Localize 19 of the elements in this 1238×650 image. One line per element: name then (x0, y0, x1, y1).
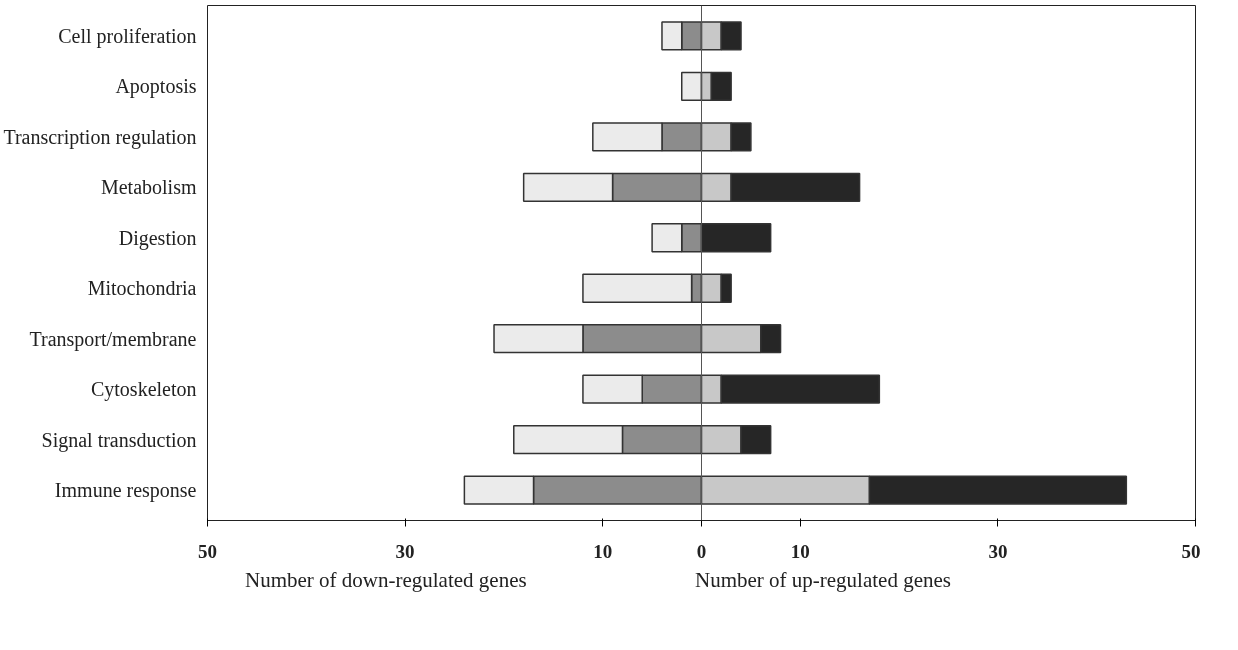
y-tick-label: Cell proliferation (58, 24, 197, 48)
y-tick-label: Digestion (118, 226, 197, 250)
text: Number of down-regulated genes (245, 567, 527, 594)
y-tick-label: Metabolism (100, 176, 197, 199)
y-tick-label: Transcription regulation (3, 125, 197, 149)
y-tick-label: Immune response (54, 479, 197, 503)
x-tick-label: 50 (1181, 540, 1201, 562)
y-tick-label: Signal transduction (41, 428, 197, 452)
x-tick-label: 10 (593, 540, 613, 562)
y-tick-label: Apoptosis (115, 75, 197, 99)
x-tick-label: 50 (198, 540, 217, 562)
y-tick-label: Mitochondria (87, 277, 197, 300)
text: Number of up-regulated genes (695, 567, 951, 594)
x-tick-label: 10 (790, 540, 810, 562)
x-tick-label: 0 (696, 540, 707, 562)
x-tick-label: 30 (395, 540, 415, 562)
y-tick-label: Transport/membrane (29, 327, 197, 351)
y-tick-label: Cytoskeleton (90, 378, 197, 402)
x-tick-label: 30 (988, 540, 1008, 562)
